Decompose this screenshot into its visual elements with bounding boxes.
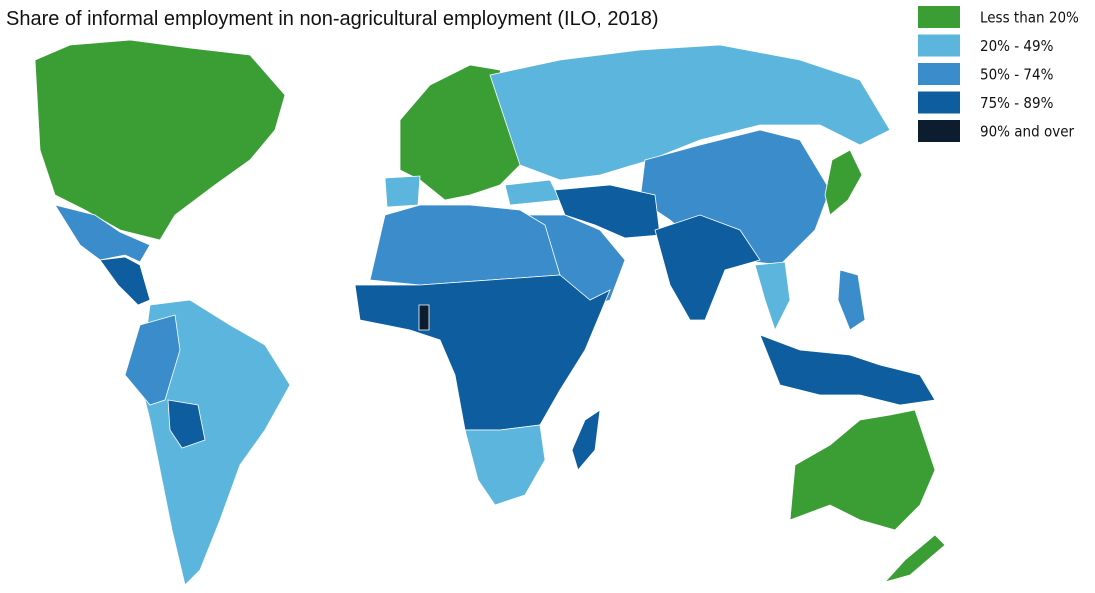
north-africa	[369, 204, 561, 286]
legend-swatch	[918, 91, 960, 114]
india	[654, 214, 761, 321]
legend-label: 50% - 74%	[980, 66, 1054, 84]
legend-swatch	[918, 63, 960, 85]
iberia	[384, 175, 421, 208]
madagascar	[571, 409, 601, 471]
legend: Less than 20% 20% - 49% 50% - 74% 75% - 89%…	[918, 6, 1079, 142]
legend-label: 90% and over	[980, 123, 1074, 141]
legend-label: 75% - 89%	[980, 94, 1054, 112]
southern-africa	[464, 424, 546, 506]
regions	[34, 39, 946, 586]
sub-saharan-africa	[354, 274, 611, 431]
legend-swatch	[918, 34, 960, 57]
turkey	[504, 179, 561, 206]
mexico	[54, 204, 151, 263]
andes	[124, 314, 181, 406]
north-america	[34, 39, 286, 241]
south-america	[139, 299, 291, 586]
legend-label: 20% - 49%	[980, 37, 1054, 55]
thailand	[754, 261, 791, 332]
benin	[418, 304, 430, 331]
bolivia	[167, 399, 206, 449]
new-zealand	[883, 534, 946, 583]
legend-swatch	[918, 6, 960, 28]
map-title: Share of informal employment in non-agri…	[6, 8, 659, 30]
legend-label: Less than 20%	[980, 9, 1079, 27]
central-america	[99, 256, 151, 306]
iran	[554, 184, 661, 239]
philippines	[837, 269, 866, 331]
japan	[824, 149, 863, 216]
legend-swatch	[918, 120, 960, 142]
australia	[789, 409, 936, 531]
indonesia	[759, 334, 936, 406]
russia	[489, 44, 891, 181]
